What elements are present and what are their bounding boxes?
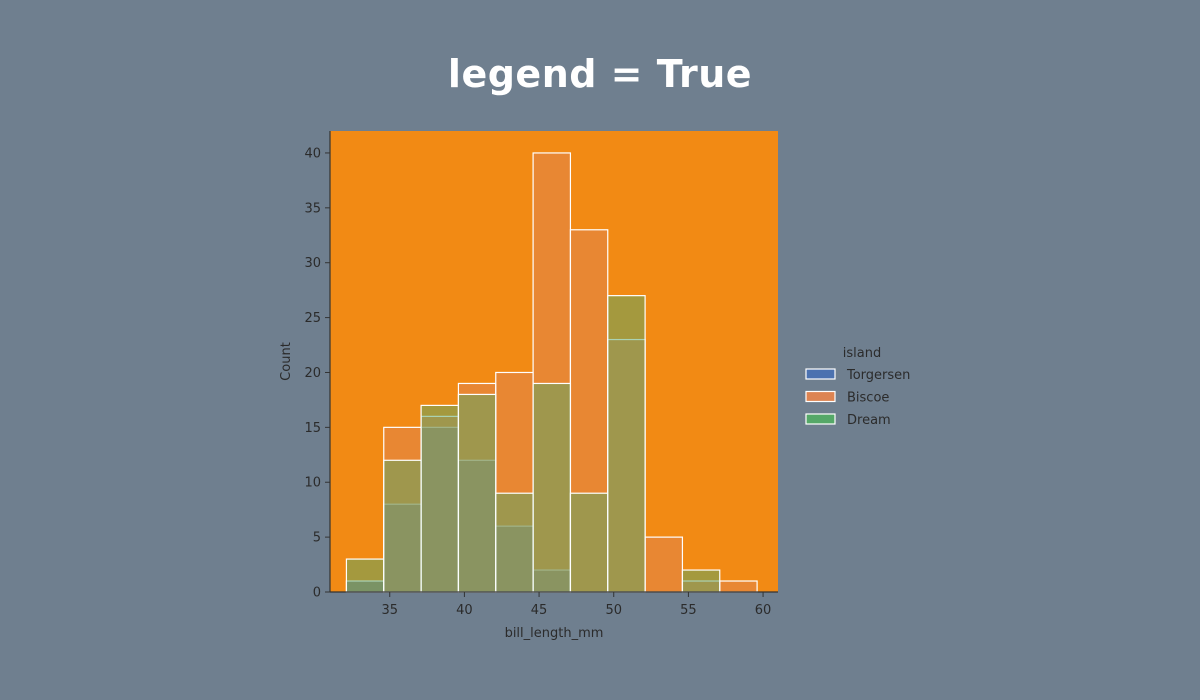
y-tick-label: 15 bbox=[304, 421, 321, 436]
bar bbox=[457, 393, 497, 593]
bar bbox=[569, 492, 609, 593]
bar bbox=[681, 569, 721, 593]
x-tick-label: 50 bbox=[605, 603, 622, 618]
y-axis-label: Count bbox=[279, 342, 294, 381]
y-tick-label: 25 bbox=[304, 311, 321, 326]
legend: island Torgersen Biscoe Dream bbox=[805, 346, 910, 428]
legend-title: island bbox=[843, 346, 881, 361]
bar bbox=[383, 459, 422, 593]
legend-swatch-torgersen bbox=[805, 368, 836, 380]
y-tick-label: 30 bbox=[304, 256, 321, 271]
y-tick-label: 40 bbox=[304, 146, 321, 161]
x-tick-label: 40 bbox=[456, 603, 473, 618]
x-axis-label: bill_length_mm bbox=[505, 626, 604, 641]
y-tick-label: 35 bbox=[304, 201, 321, 216]
bar bbox=[532, 382, 572, 593]
x-tick-label: 35 bbox=[381, 603, 398, 618]
bar bbox=[420, 404, 460, 593]
bar bbox=[345, 558, 385, 593]
bars bbox=[345, 152, 758, 593]
legend-label-torgersen: Torgersen bbox=[846, 368, 910, 383]
legend-swatch-dream bbox=[805, 413, 836, 425]
bar bbox=[495, 492, 534, 593]
page-title: legend = True bbox=[447, 52, 753, 96]
legend-label-biscoe: Biscoe bbox=[847, 391, 889, 406]
y-tick-label: 20 bbox=[304, 366, 321, 381]
y-tick-label: 0 bbox=[313, 586, 321, 601]
bar bbox=[607, 295, 646, 593]
legend-label-dream: Dream bbox=[847, 413, 891, 428]
bar bbox=[719, 580, 758, 593]
y-tick-label: 10 bbox=[304, 476, 321, 491]
x-tick-label: 45 bbox=[531, 603, 548, 618]
axes: 0 5 10 15 20 25 30 35 40 35 40 45 50 55 60 bill_length_… bbox=[279, 131, 778, 641]
legend-swatch-biscoe bbox=[805, 390, 836, 403]
y-tick-label: 5 bbox=[313, 531, 321, 546]
bar bbox=[644, 536, 684, 593]
x-tick-label: 60 bbox=[755, 603, 772, 618]
x-tick-label: 55 bbox=[680, 603, 697, 618]
